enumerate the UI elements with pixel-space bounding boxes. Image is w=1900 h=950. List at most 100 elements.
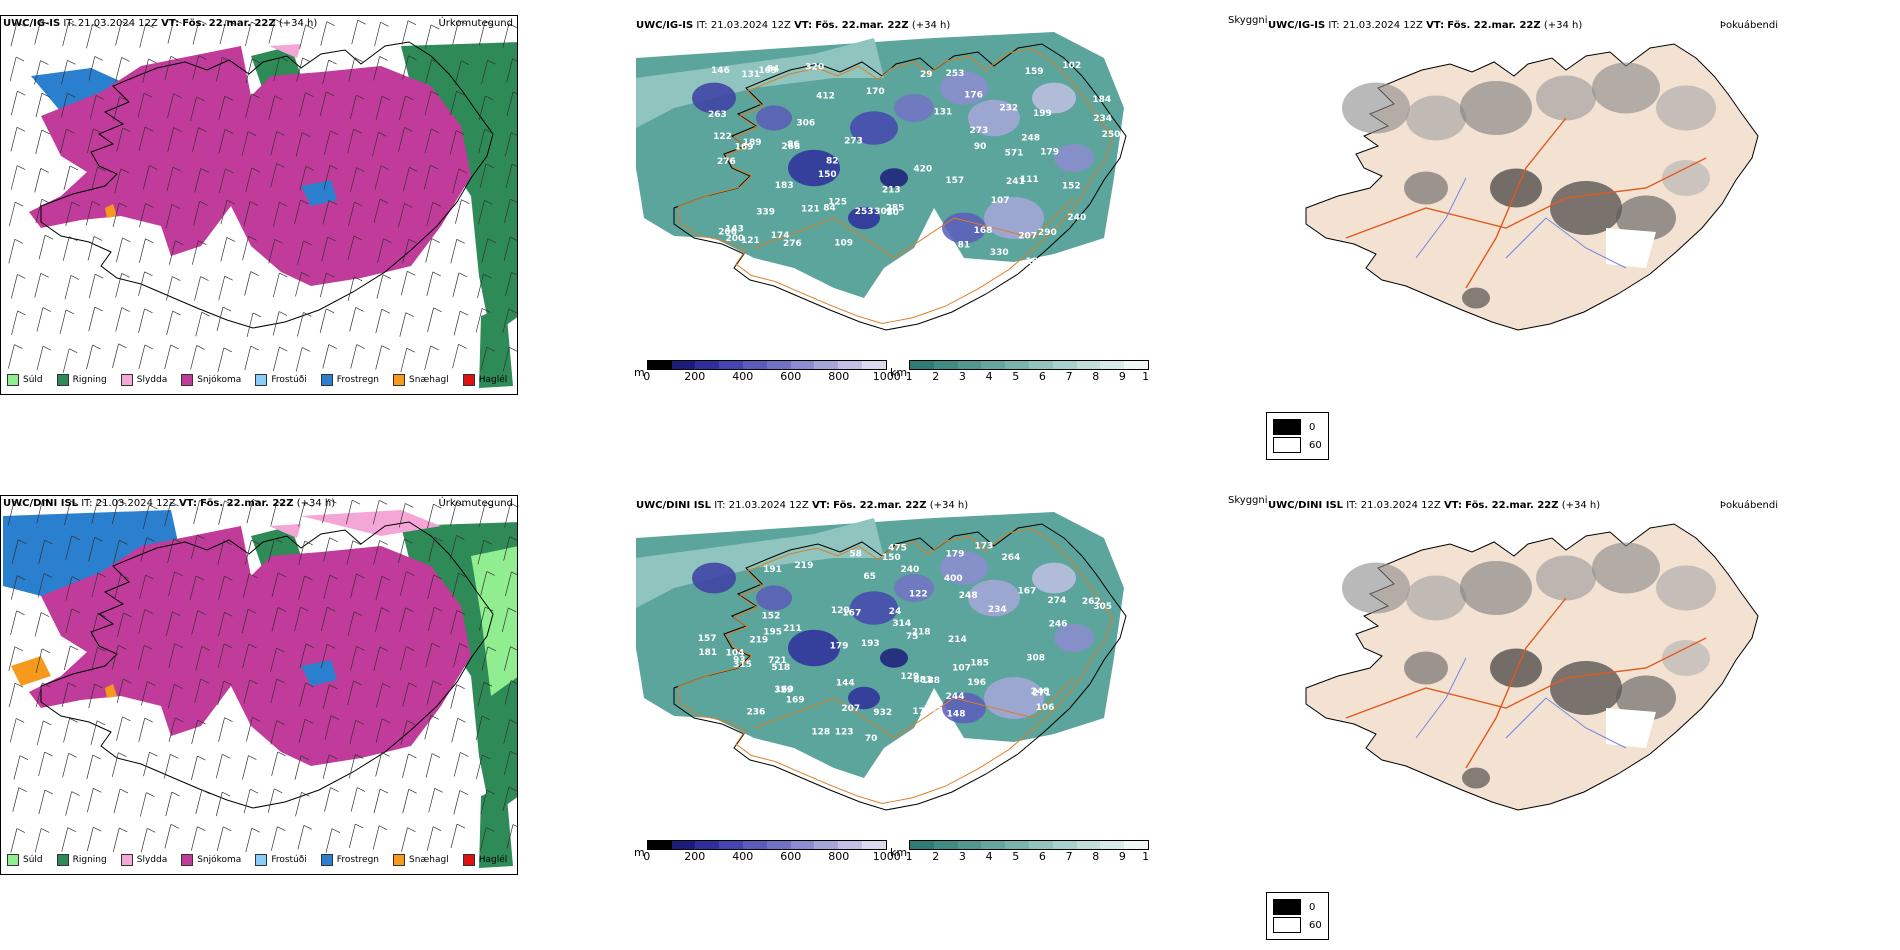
cloud-base-blob (756, 105, 792, 131)
wind-barb (481, 238, 489, 263)
wind-barb (502, 308, 510, 334)
legend-swatch (393, 374, 406, 386)
legend-item-frostregn: Frostregn (320, 374, 379, 386)
height-tick: 0 (643, 850, 651, 863)
cloud-base-label: 81 (958, 240, 971, 250)
wind-barb-flag (222, 791, 231, 797)
wind-barb-flag (226, 237, 235, 242)
cloud-base-label: 157 (698, 634, 717, 644)
wind-barb (373, 56, 380, 81)
cloud-base-blob (788, 149, 840, 187)
wind-barb (63, 718, 70, 743)
wind-barb (116, 237, 123, 263)
wind-barb-flag (304, 502, 313, 507)
wind-barb-flag (70, 500, 79, 506)
wind-barb (60, 93, 68, 118)
wind-barb (61, 682, 69, 707)
wind-barb (294, 755, 302, 780)
wind-barb (217, 540, 225, 565)
wind-barb (195, 312, 203, 337)
wind-barb-flag (16, 22, 26, 27)
wind-barb (322, 684, 330, 709)
wind-barb (322, 200, 330, 225)
wind-barb (34, 273, 42, 298)
visibility-tick: 8 (1092, 850, 1100, 863)
wind-barb (273, 56, 281, 82)
wind-barb (478, 502, 486, 527)
wind-barb (504, 503, 511, 528)
fog-index-blob (1462, 767, 1490, 789)
cloud-base-label: 308 (1026, 653, 1045, 663)
colorbar-cell (1052, 841, 1077, 849)
fog-legend-swatch (1273, 917, 1301, 933)
cloud-base-blob (692, 82, 736, 114)
wind-barb (10, 22, 18, 47)
wind-barb-flag (356, 787, 366, 792)
wind-barb-flag (119, 788, 129, 794)
wind-barb (91, 612, 99, 638)
colorbar-cell (1052, 361, 1077, 369)
wind-barb-flag (16, 610, 25, 616)
wind-barb (270, 720, 278, 745)
wind-barb-flag (223, 826, 232, 832)
wind-barb (38, 235, 46, 260)
cloud-base-label: 193 (861, 639, 880, 649)
wind-barb-flag (510, 680, 517, 685)
cloud-base-label: 82 (826, 156, 839, 166)
lead-time: (+34 h) (929, 500, 969, 511)
wind-barb-flag (250, 345, 259, 351)
cloud-base-label: 184 (1092, 95, 1111, 105)
cloud-base-label: 121 (801, 205, 820, 215)
cloud-base-label: 184 (1025, 257, 1044, 267)
sleet-area (269, 524, 301, 538)
panel-header: UWC/DINI ISL IT: 21.03.2024 12Z VT: Fös.… (636, 500, 968, 511)
legend-label: Rigning (72, 375, 107, 385)
wind-barb (142, 165, 150, 190)
wind-barb (139, 574, 146, 600)
wind-barb (165, 276, 173, 301)
wind-barb-flag (356, 573, 365, 579)
wind-barb (111, 499, 119, 525)
cloud-base-blob (1032, 562, 1076, 594)
wind-barb-flag (94, 56, 103, 61)
wind-barb-flag (97, 612, 106, 618)
height-tick: 400 (732, 370, 754, 383)
wind-barb (350, 344, 358, 369)
visibility-tick: 5 (1012, 370, 1020, 383)
wind-barb (35, 93, 43, 118)
colorbar-cell (1124, 361, 1149, 369)
cloud-base-blob (894, 574, 934, 602)
wind-barb (373, 540, 380, 565)
cloud-base-label: 29 (920, 70, 933, 80)
ceiling-map: 236 264 219 167 883 211 518 160 274 234 104 475 196 7… (636, 512, 1127, 811)
wind-barb (453, 752, 461, 777)
panel-header: UWC/IG-IS IT: 21.03.2024 12Z VT: Fös. 22… (1268, 20, 1582, 31)
wind-barb-flag (95, 273, 104, 279)
wind-barb-flag (97, 646, 106, 652)
wind-barb-flag (226, 199, 236, 205)
wind-barb (246, 312, 254, 338)
wind-barb-flag (146, 792, 155, 797)
wind-barb (218, 717, 225, 742)
wind-barb (299, 643, 307, 668)
wind-barb (195, 646, 203, 671)
wind-barb-flag (14, 344, 23, 349)
wind-barb (475, 715, 483, 741)
wind-barb-flag (487, 646, 497, 652)
wind-barb-flag (353, 611, 363, 617)
wind-barb-flag (66, 128, 75, 134)
wind-barb (273, 346, 280, 372)
cloud-base-blob (942, 692, 986, 724)
cloud-base-label: 207 (841, 704, 860, 714)
wind-barb (298, 719, 306, 744)
wind-barb-flag (326, 21, 335, 26)
wind-barb (425, 643, 433, 668)
cloud-base-label: 129 (900, 672, 919, 682)
wind-barb-flag (459, 790, 468, 795)
wind-barb (91, 572, 99, 598)
wind-barb (402, 55, 409, 80)
wind-barb-flag (378, 825, 388, 831)
colorbar-cell (933, 841, 958, 849)
cloud-base-label: 721 (768, 656, 787, 666)
wind-barb-flag (44, 789, 54, 795)
